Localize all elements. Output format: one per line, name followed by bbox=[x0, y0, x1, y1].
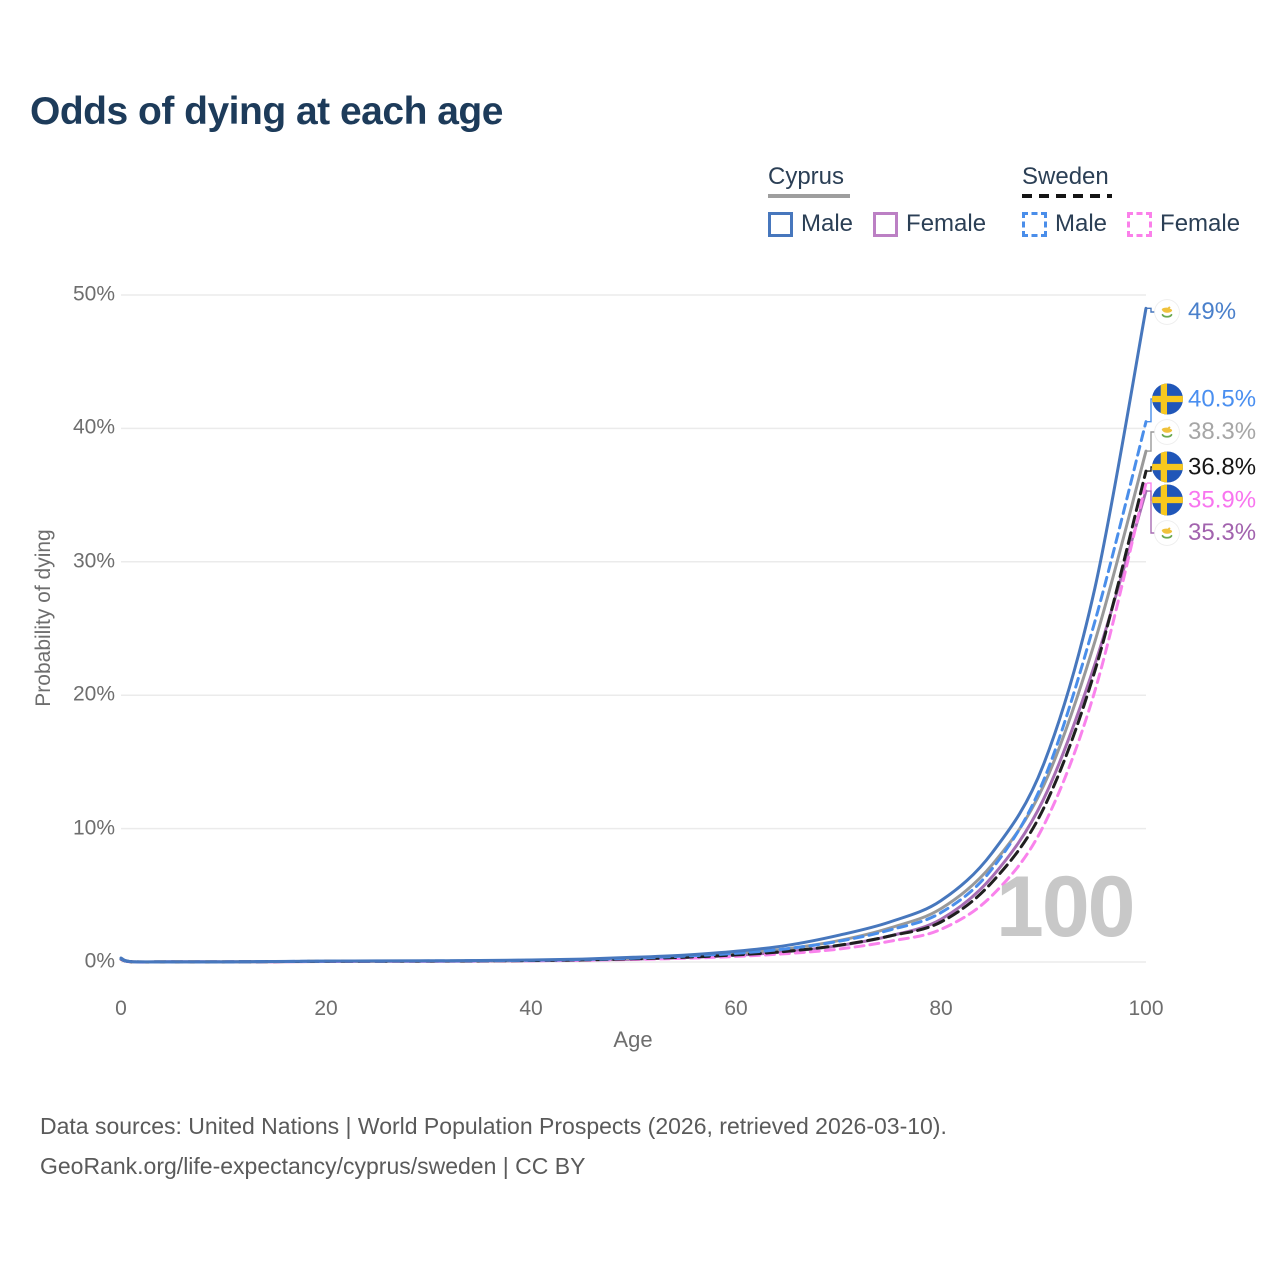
cyprus-flag-icon bbox=[1151, 520, 1183, 546]
legend-item-label: Male bbox=[801, 210, 854, 237]
end-label-cyprus-male: 49% bbox=[1151, 298, 1236, 326]
legend-group-cyprus-title: Cyprus bbox=[768, 163, 845, 190]
cyprus-male-swatch-icon bbox=[768, 211, 793, 237]
y-tick-label: 50% bbox=[72, 282, 115, 306]
legend-sweden-dashed-line-sample bbox=[1022, 194, 1112, 198]
end-label-connector bbox=[1147, 307, 1156, 313]
x-tick-label: 80 bbox=[929, 997, 953, 1020]
legend-group-sweden-title: Sweden bbox=[1022, 163, 1109, 190]
end-label-connector bbox=[1147, 490, 1156, 534]
y-tick-label: 0% bbox=[84, 949, 115, 973]
footer-attribution-link[interactable]: GeoRank.org/life-expectancy/cyprus/swede… bbox=[40, 1153, 586, 1179]
series-line-cyprus-male[interactable] bbox=[119, 306, 1148, 964]
legend-item-cyprus-male[interactable]: Male bbox=[768, 210, 853, 238]
end-value-label: 40.5% bbox=[1188, 385, 1257, 412]
x-axis-title: Age bbox=[613, 1027, 653, 1052]
end-label-cyprus: 38.3% bbox=[1151, 418, 1256, 446]
watermark-age-100: 100 bbox=[996, 859, 1135, 955]
end-value-label: 35.9% bbox=[1188, 486, 1257, 513]
legend-item-label: Female bbox=[1160, 210, 1241, 237]
series-line-sweden-female[interactable] bbox=[119, 481, 1148, 964]
end-value-label: 36.8% bbox=[1188, 453, 1257, 480]
legend-item-sweden-male[interactable]: Male bbox=[1022, 210, 1107, 238]
sweden-female-swatch-icon bbox=[1127, 211, 1153, 237]
sweden-flag-icon bbox=[1151, 384, 1183, 415]
series-line-cyprus[interactable] bbox=[119, 449, 1148, 964]
cyprus-female-swatch-icon bbox=[873, 211, 899, 237]
x-tick-label: 20 bbox=[314, 997, 338, 1020]
end-value-label: 35.3% bbox=[1188, 519, 1257, 546]
end-label-cyprus-female: 35.3% bbox=[1151, 519, 1256, 547]
y-tick-label: 10% bbox=[72, 816, 115, 840]
legend-cyprus-solid-line-sample bbox=[768, 194, 850, 198]
end-label-sweden: 36.8% bbox=[1151, 452, 1256, 483]
end-label-connector bbox=[1147, 431, 1156, 452]
footer-data-sources: Data sources: United Nations | World Pop… bbox=[40, 1113, 947, 1139]
legend-item-cyprus-female[interactable]: Female bbox=[873, 210, 986, 238]
y-tick-label: 20% bbox=[72, 682, 115, 706]
end-label-sweden-female: 35.9% bbox=[1151, 485, 1256, 516]
legend-item-sweden-female[interactable]: Female bbox=[1127, 210, 1240, 238]
sweden-flag-icon bbox=[1151, 485, 1183, 516]
x-tick-label: 0 bbox=[115, 997, 127, 1020]
x-tick-label: 40 bbox=[519, 997, 543, 1020]
end-label-sweden-male: 40.5% bbox=[1151, 384, 1256, 415]
cyprus-flag-icon bbox=[1151, 419, 1183, 445]
legend-group-sweden: Sweden Male Female bbox=[1022, 163, 1240, 238]
footer: Data sources: United Nations | World Pop… bbox=[40, 1106, 947, 1186]
y-tick-label: 40% bbox=[72, 415, 115, 439]
series-line-sweden[interactable] bbox=[119, 469, 1148, 964]
legend-item-label: Female bbox=[906, 210, 987, 237]
x-tick-label: 100 bbox=[1128, 997, 1164, 1020]
x-tick-label: 60 bbox=[724, 997, 748, 1020]
end-value-label: 38.3% bbox=[1188, 418, 1257, 445]
y-tick-label: 30% bbox=[72, 549, 115, 573]
legend-item-label: Male bbox=[1055, 210, 1108, 237]
end-value-label: 49% bbox=[1188, 298, 1237, 325]
sweden-flag-icon bbox=[1151, 452, 1183, 483]
page-title: Odds of dying at each age bbox=[30, 90, 503, 133]
sweden-male-swatch-icon bbox=[1022, 211, 1047, 237]
cyprus-flag-icon bbox=[1151, 299, 1183, 325]
legend-group-cyprus: Cyprus Male Female bbox=[768, 163, 986, 238]
